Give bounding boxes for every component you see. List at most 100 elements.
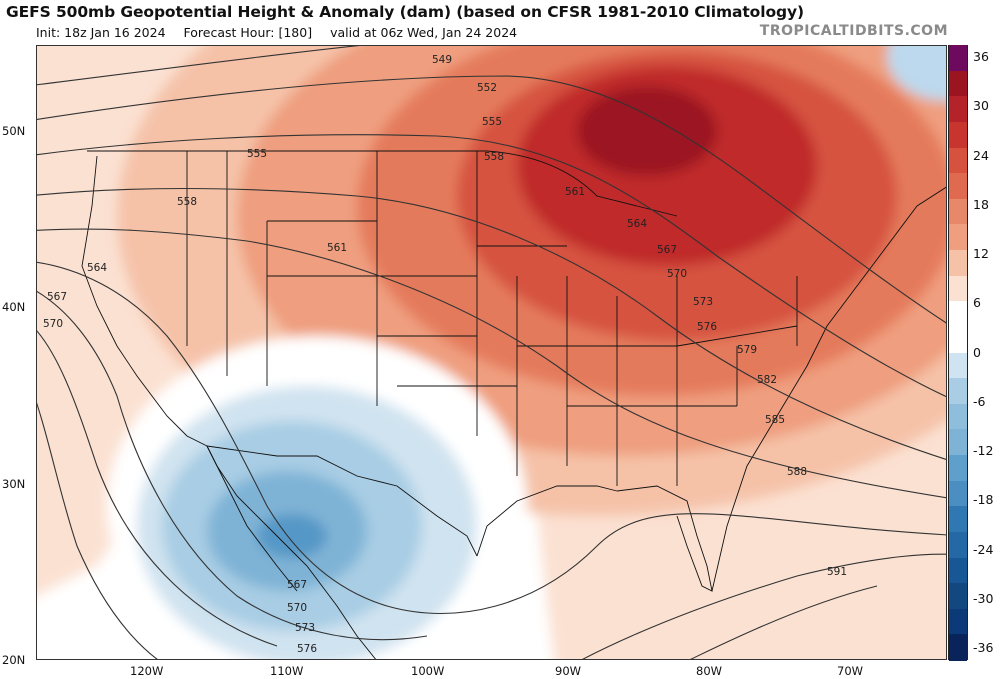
contour-label: 585: [765, 414, 785, 426]
colorbar-segment: [949, 429, 967, 456]
colorbar-segment: [949, 224, 967, 251]
svg-text:591: 591: [827, 566, 847, 578]
colorbar-segment: [949, 583, 967, 610]
valid-time: valid at 06z Wed, Jan 24 2024: [330, 25, 518, 40]
svg-text:570: 570: [287, 602, 307, 614]
map-canvas: 549 552 555 555 558 558 561 561 564 564 567 567 570 5…: [37, 46, 946, 659]
svg-text:576: 576: [297, 643, 317, 655]
contour-label: 570: [287, 602, 307, 614]
contour-label: 555: [247, 148, 267, 160]
run-info: Init: 18z Jan 16 2024 Forecast Hour: [18…: [36, 25, 531, 40]
chart-title: GEFS 500mb Geopotential Height & Anomaly…: [6, 3, 804, 21]
contour-label: 576: [297, 643, 317, 655]
contour-label: 564: [627, 218, 647, 230]
colorbar-segment: [949, 198, 967, 226]
lon-label-110w: 110W: [270, 664, 304, 678]
svg-text:573: 573: [295, 622, 315, 634]
colorbar-segment: [949, 45, 967, 72]
lat-label-30n: 30N: [2, 477, 26, 491]
svg-text:555: 555: [482, 116, 502, 128]
lon-label-90w: 90W: [555, 664, 582, 678]
anomaly-colorbar: [948, 45, 968, 661]
colorbar-tick-label: 18: [973, 196, 989, 212]
colorbar-segment: [949, 173, 967, 200]
height-contours: [37, 46, 946, 659]
contour-label: 558: [177, 196, 197, 208]
svg-text:558: 558: [177, 196, 197, 208]
contour-label: 561: [327, 242, 347, 254]
contour-label: 570: [43, 318, 63, 330]
colorbar-segment: [949, 480, 967, 508]
svg-text:564: 564: [87, 262, 107, 274]
svg-text:567: 567: [657, 244, 677, 256]
colorbar-segment: [949, 403, 967, 431]
colorbar-tick-label: 6: [973, 295, 981, 311]
colorbar-segment: [949, 301, 967, 328]
svg-text:588: 588: [787, 466, 807, 478]
colorbar-segment: [949, 275, 967, 303]
contour-label: 591: [827, 566, 847, 578]
colorbar-tick-label: 36: [973, 49, 989, 64]
contour-label: 567: [47, 291, 67, 303]
colorbar-tick-label: -6: [973, 393, 986, 409]
colorbar-segment: [949, 250, 967, 277]
forecast-hour: Forecast Hour: [180]: [183, 25, 313, 40]
contour-label: 558: [484, 151, 504, 163]
colorbar-segment: [949, 147, 967, 175]
svg-text:570: 570: [667, 268, 687, 280]
colorbar-tick-label: -36: [973, 640, 994, 655]
forecast-map: 549 552 555 555 558 558 561 561 564 564 567 567 570 5…: [36, 45, 947, 660]
svg-text:573: 573: [693, 296, 713, 308]
colorbar-tick-label: 0: [973, 344, 981, 360]
colorbar-segment: [949, 455, 967, 482]
colorbar-segment: [949, 557, 967, 585]
svg-text:579: 579: [737, 344, 757, 356]
contour-label: 576: [697, 321, 717, 333]
contour-label: 552: [477, 82, 497, 94]
lon-label-80w: 80W: [696, 664, 723, 678]
colorbar-segment: [949, 506, 967, 533]
colorbar-tick-label: 12: [973, 246, 989, 261]
svg-text:582: 582: [757, 374, 777, 386]
contour-labels: 549 552 555 555 558 558 561 561 564 564 567 567 570 5…: [43, 54, 847, 655]
svg-text:567: 567: [47, 291, 67, 303]
colorbar-tick-label: 30: [973, 98, 989, 114]
svg-text:549: 549: [432, 54, 452, 66]
svg-text:576: 576: [697, 321, 717, 333]
colorbar-segment: [949, 121, 967, 149]
colorbar-segment: [949, 96, 967, 123]
contour-label: 573: [693, 296, 713, 308]
contour-label: 582: [757, 374, 777, 386]
lat-label-20n: 20N: [2, 653, 26, 667]
contour-label: 567: [287, 579, 307, 591]
colorbar-segment: [949, 634, 967, 661]
colorbar-tick-label: -18: [973, 492, 994, 508]
svg-text:558: 558: [484, 151, 504, 163]
svg-text:555: 555: [247, 148, 267, 160]
lon-label-100w: 100W: [411, 664, 445, 678]
contour-label: 555: [482, 116, 502, 128]
svg-text:564: 564: [627, 218, 647, 230]
svg-text:552: 552: [477, 82, 497, 94]
contour-label: 561: [565, 186, 585, 198]
svg-text:561: 561: [565, 186, 585, 198]
colorbar-segment: [949, 326, 967, 354]
contour-label: 573: [295, 622, 315, 634]
colorbar-segment: [949, 378, 967, 405]
colorbar-segment: [949, 70, 967, 98]
colorbar-segment: [949, 352, 967, 380]
colorbar-tick-label: -12: [973, 443, 994, 458]
contour-label: 588: [787, 466, 807, 478]
colorbar-tick-label: -24: [973, 541, 994, 557]
political-borders: [81, 150, 946, 659]
contour-label: 579: [737, 344, 757, 356]
anomaly-shading: [37, 46, 946, 659]
init-time: Init: 18z Jan 16 2024: [36, 25, 166, 40]
svg-text:570: 570: [43, 318, 63, 330]
svg-text:585: 585: [765, 414, 785, 426]
colorbar-segment: [949, 608, 967, 636]
lat-label-50n: 50N: [2, 124, 26, 138]
colorbar-tick-label: 24: [973, 147, 989, 163]
contour-label: 570: [667, 268, 687, 280]
contour-label: 567: [657, 244, 677, 256]
